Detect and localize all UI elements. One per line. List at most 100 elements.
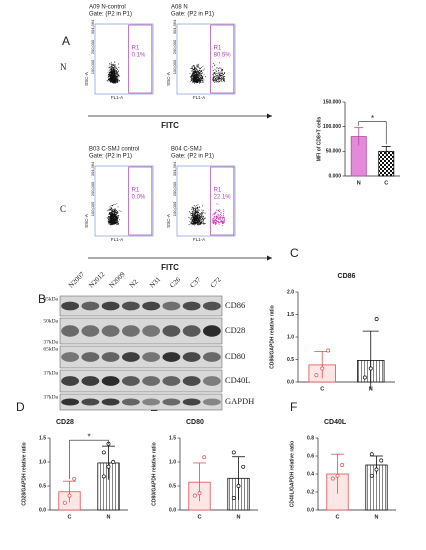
event-dot: [116, 220, 118, 221]
event-dot: [221, 215, 222, 216]
event-dot: [113, 213, 115, 215]
event-dot: [197, 65, 199, 67]
event-dot: [221, 79, 223, 80]
event-dot: [190, 80, 192, 82]
event-dot: [217, 81, 219, 83]
event-dot: [191, 78, 193, 80]
y-axis-label: CD40L/GAPDH relative ratio: [289, 441, 295, 507]
event-dot: [197, 73, 199, 75]
event-dot: [112, 205, 114, 206]
event-dot: [198, 217, 200, 219]
event-dot: [203, 221, 205, 223]
event-dot: [108, 209, 110, 211]
event-dot: [195, 70, 197, 72]
data-point: [192, 493, 197, 498]
event-dot: [117, 218, 119, 220]
event-dot: [192, 207, 194, 209]
event-dot: [219, 213, 221, 215]
event-dot: [195, 215, 197, 217]
blot-band: [81, 352, 100, 362]
event-dot: [219, 71, 221, 73]
event-dot: [111, 218, 113, 220]
event-dot: [192, 218, 194, 220]
event-dot: [194, 209, 196, 210]
blot-band: [101, 398, 120, 406]
y-tick-label: 0.8: [307, 435, 314, 441]
event-dot: [109, 206, 111, 208]
event-dot: [109, 69, 111, 71]
event-dot: [201, 209, 203, 211]
event-dot: [214, 79, 216, 81]
event-dot: [193, 73, 195, 75]
y-tick-label: 150.000: [323, 99, 341, 105]
event-dot: [198, 70, 200, 71]
event-dot: [110, 217, 112, 219]
event-dot: [198, 78, 200, 80]
mw-marker: 37kDa: [43, 339, 58, 345]
event-dot: [107, 220, 109, 222]
event-dot: [220, 75, 222, 76]
event-dot: [199, 221, 200, 223]
axis-label: SSC-A: [166, 214, 171, 228]
event-dot: [111, 77, 113, 79]
event-dot: [222, 217, 224, 219]
x-tick-label: C: [68, 514, 72, 520]
x-tick-label: N: [369, 386, 373, 392]
axis-tick-label: 100,000: [172, 201, 177, 216]
event-dot: [217, 78, 219, 80]
event-dot: [193, 74, 195, 76]
event-dot: [197, 66, 199, 68]
event-dot: [112, 217, 114, 219]
data-point: [379, 458, 384, 463]
event-dot: [197, 212, 199, 214]
axis-tick-label: 304,364: [90, 161, 95, 176]
event-dot: [219, 219, 221, 220]
event-dot: [114, 70, 115, 72]
event-dot: [197, 204, 199, 206]
event-dot: [116, 221, 118, 223]
event-dot: [198, 63, 200, 65]
significance-label: *: [371, 114, 374, 123]
event-dot: [223, 218, 225, 220]
event-dot: [198, 209, 200, 211]
event-dot: [221, 69, 223, 71]
plot-frame: [94, 23, 154, 95]
event-dot: [202, 78, 204, 80]
blot-band: [142, 301, 161, 311]
event-dot: [215, 215, 217, 217]
gate-name: R1: [214, 188, 222, 194]
chart-title: CD40L: [324, 419, 347, 426]
event-dot: [194, 211, 196, 212]
event-dot: [199, 224, 201, 226]
event-dot: [116, 211, 118, 213]
panel-label: A: [62, 34, 70, 48]
event-dot: [214, 221, 216, 223]
row-label: N: [60, 62, 67, 72]
y-axis-label: MFI of CD8+T cells: [316, 116, 322, 161]
event-dot: [222, 79, 224, 81]
event-dot: [193, 75, 195, 76]
event-dot: [217, 215, 218, 217]
event-dot: [223, 213, 225, 215]
event-dot: [116, 76, 118, 78]
event-dot: [198, 77, 200, 79]
event-dot: [195, 223, 197, 225]
event-dot: [222, 220, 223, 222]
event-dot: [114, 221, 115, 223]
event-dot: [197, 221, 198, 223]
event-dot: [194, 218, 196, 220]
y-axis-label: CD86/GAPDH relative ratio: [269, 305, 275, 368]
event-dot: [198, 212, 200, 214]
event-dot: [215, 220, 217, 222]
event-dot: [217, 203, 219, 205]
event-dot: [108, 69, 110, 71]
event-dot: [193, 208, 195, 210]
event-dot: [114, 220, 116, 222]
event-dot: [114, 61, 116, 63]
event-dot: [108, 76, 110, 77]
event-dot: [199, 220, 201, 222]
event-dot: [214, 72, 216, 74]
event-dot: [223, 76, 225, 78]
event-dot: [202, 223, 204, 224]
data-point: [111, 460, 116, 464]
